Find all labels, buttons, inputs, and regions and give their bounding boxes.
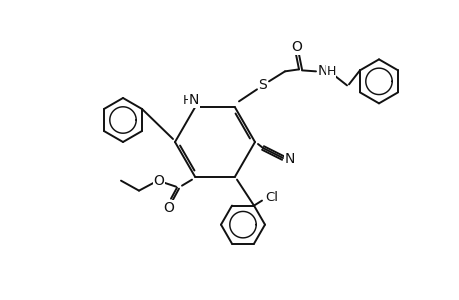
Text: H: H xyxy=(182,94,191,107)
Text: O: O xyxy=(291,40,302,54)
Text: O: O xyxy=(153,174,164,188)
Text: Cl: Cl xyxy=(265,191,278,204)
Text: N: N xyxy=(284,152,295,166)
Text: H: H xyxy=(325,65,335,78)
Text: N: N xyxy=(317,64,327,78)
Text: S: S xyxy=(258,78,267,92)
Text: N: N xyxy=(188,93,199,107)
Text: O: O xyxy=(163,201,174,214)
